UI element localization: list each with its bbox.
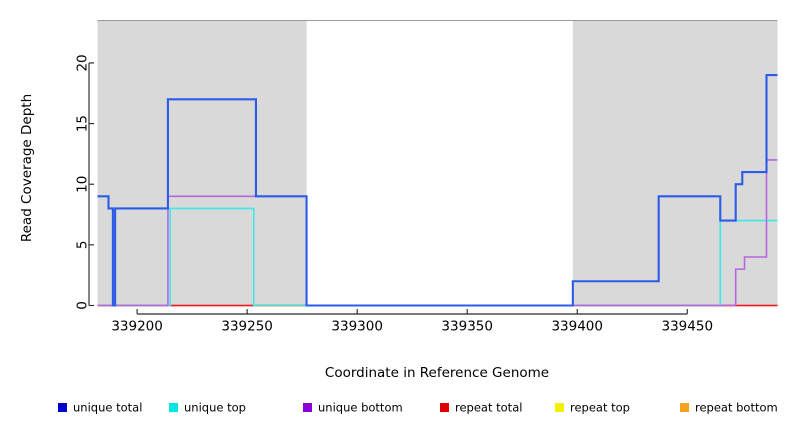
legend-swatch-unique-top — [169, 403, 178, 412]
x-axis-title: Coordinate in Reference Genome — [325, 365, 549, 381]
y-axis-tick-label: 15 — [75, 115, 91, 132]
legend-swatch-unique-total — [58, 403, 67, 412]
axes-group: 0 5 10 15 20 339200 339250 339300 339350 339400 33… — [75, 54, 714, 334]
x-axis-tick-label: 339300 — [331, 319, 383, 335]
shaded-regions-group — [97, 19, 778, 306]
series-group — [97, 74, 778, 307]
y-axis-title: Read Coverage Depth — [19, 94, 35, 242]
legend-swatch-repeat-bottom — [680, 403, 689, 412]
series-line-unique-top — [97, 207, 778, 307]
x-axis-tick-label: 339450 — [662, 319, 714, 335]
series-line-unique-total — [97, 74, 778, 307]
legend-label-repeat-total: repeat total — [455, 401, 522, 415]
x-axis-tick-label: 339200 — [111, 319, 163, 335]
shaded-region — [572, 20, 778, 306]
series-line-unique-bottom — [97, 159, 778, 307]
y-axis-tick-label: 5 — [75, 241, 91, 250]
y-axis-tick-label: 20 — [75, 54, 91, 71]
legend-label-unique-bottom: unique bottom — [318, 401, 403, 415]
x-axis-tick-label: 339350 — [441, 319, 493, 335]
legend-label-repeat-top: repeat top — [570, 401, 630, 415]
legend-swatch-unique-bottom — [303, 403, 312, 412]
legend-label-unique-top: unique top — [184, 401, 246, 415]
x-axis-tick-label: 339400 — [551, 319, 603, 335]
y-axis-tick-label: 0 — [75, 301, 91, 310]
shaded-region — [97, 20, 307, 306]
x-axis-tick-label: 339250 — [221, 319, 273, 335]
legend-label-repeat-bottom: repeat bottom — [695, 401, 778, 415]
legend-label-unique-total: unique total — [73, 401, 142, 415]
legend-swatch-repeat-total — [440, 403, 449, 412]
legend-swatch-repeat-top — [555, 403, 564, 412]
chart-legend: unique total unique top unique bottom repea… — [58, 401, 778, 415]
y-axis-tick-label: 10 — [75, 176, 91, 193]
